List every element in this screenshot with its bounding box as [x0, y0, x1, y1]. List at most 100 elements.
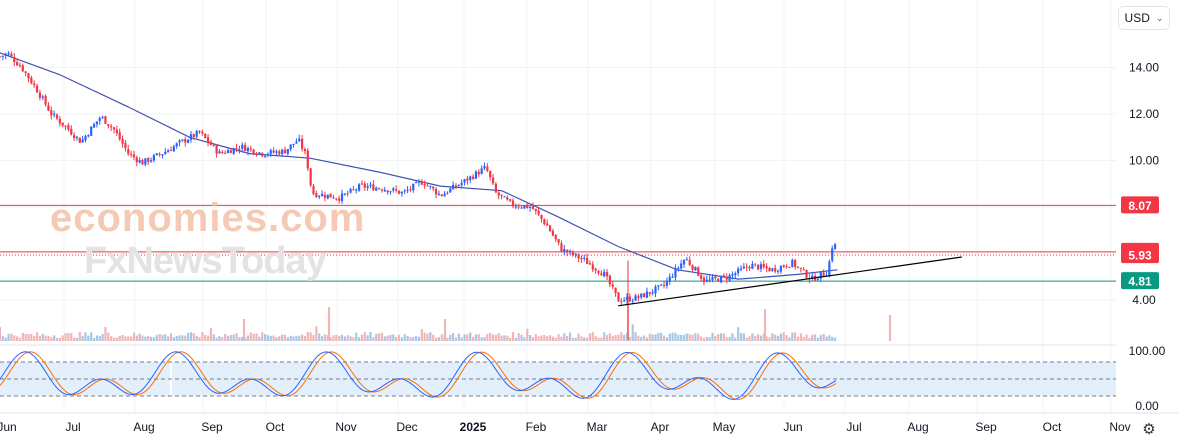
volume-bar [184, 335, 187, 341]
volume-bar [400, 337, 403, 341]
volume-bar [115, 337, 118, 341]
candle-body [631, 300, 634, 302]
price-axis[interactable]: 4.006.008.0010.0012.0014.008.076.075.934… [1121, 61, 1166, 414]
volume-bar [298, 335, 301, 341]
volume-bar [648, 333, 651, 341]
trendline[interactable] [618, 256, 962, 307]
candle-body [754, 263, 757, 265]
trendline-line [618, 256, 962, 307]
candle-body [831, 248, 834, 261]
candle-body [33, 83, 36, 86]
candle-body [429, 185, 432, 187]
candle-body [144, 158, 147, 165]
volume-bar [73, 337, 76, 341]
candles [0, 51, 837, 305]
volume-bar [50, 337, 53, 341]
volume-bar [768, 337, 771, 341]
volume-bar [785, 335, 788, 341]
gear-icon[interactable]: ⚙ [1142, 421, 1156, 438]
volume-bar [386, 335, 389, 341]
volume-bar [554, 337, 557, 341]
volume-bar [805, 334, 808, 341]
price-label-badge [1121, 196, 1159, 214]
volume-bar [494, 335, 497, 341]
candle-body [92, 124, 96, 128]
candle-body [412, 183, 415, 191]
volume-bar [303, 336, 307, 341]
candle-body [640, 293, 643, 298]
candle-body [739, 268, 743, 270]
candle-body [737, 268, 740, 274]
candle-body [415, 182, 418, 184]
volume-bar [258, 336, 261, 341]
candle-body [637, 296, 640, 298]
candle-body [625, 296, 629, 300]
candle-body [503, 196, 506, 198]
volume-bar [503, 335, 506, 341]
candle-body [440, 194, 443, 196]
time-axis[interactable]: Jun Jul Aug Sep Oct Nov Dec 2025 Feb Mar Apr May Jun… [0, 412, 1178, 434]
volume-bar [229, 334, 232, 341]
currency-dropdown[interactable]: USD ⌄ [1118, 6, 1170, 30]
candle-body [643, 293, 646, 298]
candle-body [477, 171, 480, 175]
volume-bar [289, 335, 292, 341]
volume-bar [201, 332, 204, 341]
candle-body [329, 193, 332, 198]
volume-bar [242, 319, 246, 341]
volume-bar [737, 327, 740, 341]
candle-body [506, 197, 509, 200]
volume-bar [423, 332, 426, 341]
volume-bar [38, 335, 41, 341]
volume-bar [315, 326, 318, 341]
candle-body [554, 234, 557, 240]
volume-bar [731, 333, 734, 341]
candle-body [392, 188, 395, 191]
volume-bar [58, 337, 61, 341]
candle-body [526, 204, 529, 209]
volume-bar [588, 333, 592, 341]
volume-bar [169, 333, 173, 341]
candle-body [195, 131, 198, 137]
candle-body [605, 272, 609, 277]
candle-body [776, 270, 780, 272]
candle-body [64, 125, 67, 127]
volume-bar [147, 336, 150, 341]
volume-bar [546, 336, 549, 341]
candle-body [765, 266, 768, 269]
time-tick-label: May [713, 420, 736, 434]
candle-body [714, 276, 717, 279]
candle-body [757, 264, 760, 270]
volume-bar [742, 333, 745, 341]
candle-body [791, 259, 794, 267]
candle-body [708, 279, 711, 281]
time-tick-label: Dec [396, 420, 417, 434]
volume-bar [765, 336, 768, 341]
candle-body [705, 279, 708, 282]
volume-bar [714, 335, 717, 341]
candle-body [283, 149, 287, 154]
volume-bar [164, 334, 167, 341]
volume-bar [101, 334, 104, 341]
candle-body [363, 183, 366, 188]
candle-body [24, 71, 27, 73]
volume-bar [534, 334, 537, 341]
candle-body [298, 138, 301, 142]
candle-body [509, 199, 512, 201]
volume-bar [218, 335, 221, 341]
volume-bar [149, 336, 153, 341]
volume-bar [759, 335, 763, 341]
time-tick-label: Sep [975, 420, 997, 434]
candle-body [87, 135, 90, 137]
volume-bar [175, 335, 178, 341]
candle-body [343, 193, 346, 195]
candle-body [315, 193, 318, 198]
volume-bar [668, 333, 671, 341]
volume-bar [691, 334, 694, 341]
volume-bar [306, 332, 309, 341]
volume-bar [460, 337, 463, 341]
candle-body [660, 284, 663, 286]
candle-body [762, 264, 765, 267]
volume-bar [70, 333, 73, 341]
volume-bar [340, 334, 344, 341]
